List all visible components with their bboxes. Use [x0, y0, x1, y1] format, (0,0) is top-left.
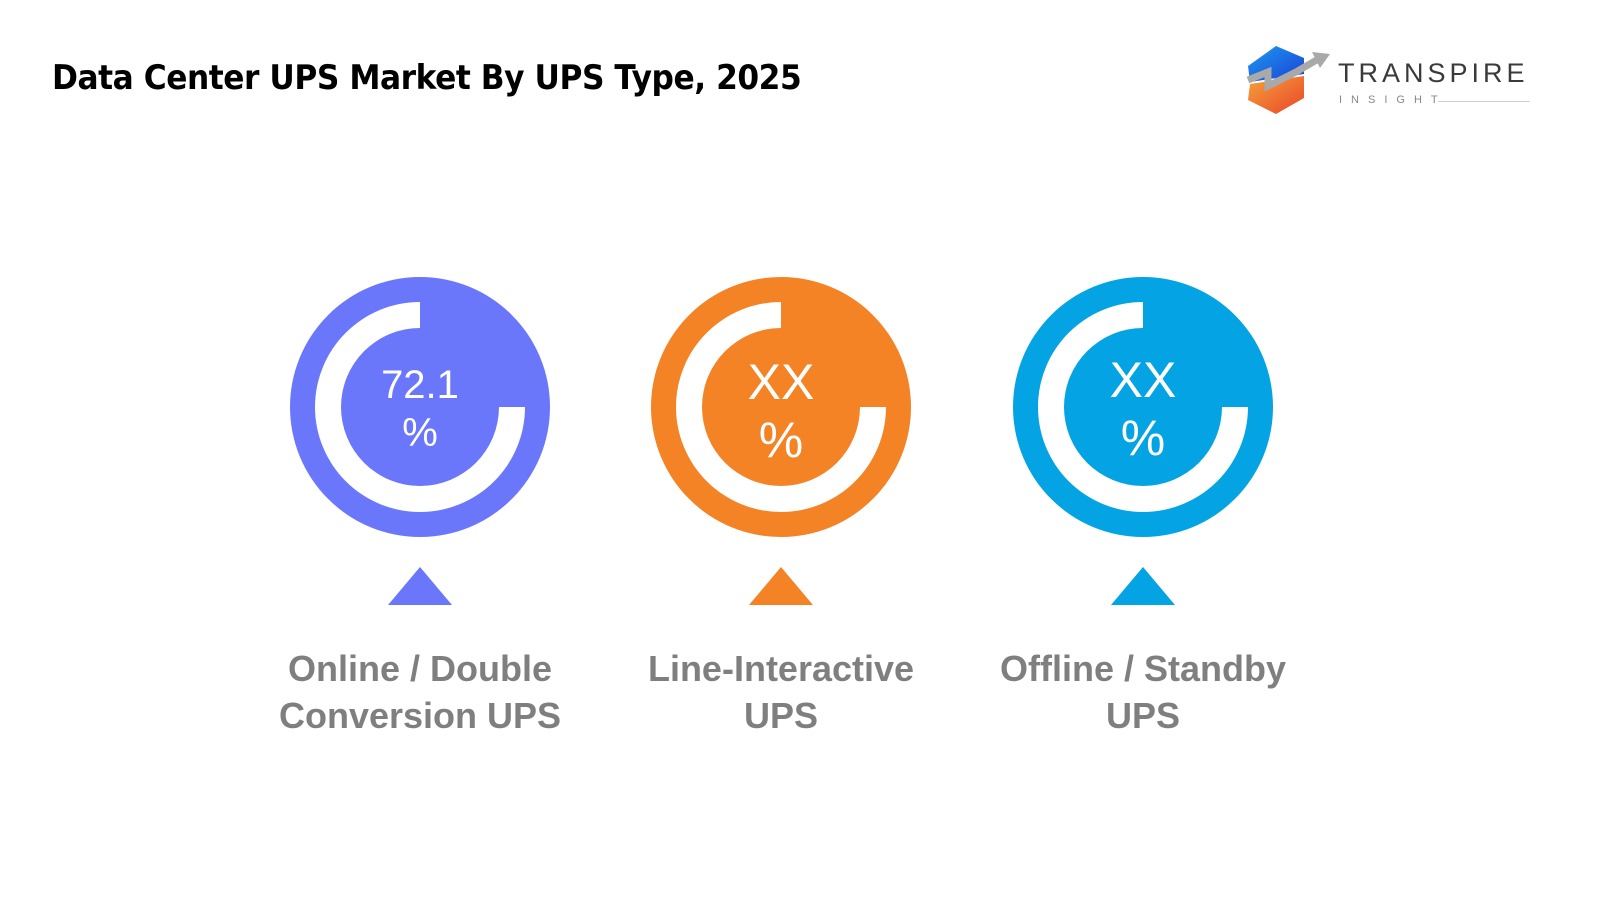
logo-wordmark: TRANSPIRE [1338, 58, 1529, 88]
triangle-marker-icon [749, 567, 813, 605]
label-line: Conversion UPS [278, 695, 562, 736]
donut-chart-icon [290, 277, 550, 537]
transpire-logo: TRANSPIRE INSIGHT [1246, 44, 1536, 116]
page-title: Data Center UPS Market By UPS Type, 2025 [52, 58, 802, 98]
value-percent: % [758, 412, 804, 468]
segment-label: Offline / Standby UPS [943, 645, 1343, 739]
value-percent: % [1120, 410, 1166, 466]
hexagon-arrow-logo-icon [1246, 46, 1330, 114]
label-line: Line-Interactive [647, 648, 915, 689]
triangle-marker-icon [1111, 567, 1175, 605]
segment-label: Online / Double Conversion UPS [220, 645, 620, 739]
label-line: Offline / Standby [999, 648, 1286, 689]
segment-label: Line-Interactive UPS [581, 645, 981, 739]
logo-tagline: INSIGHT [1339, 94, 1447, 106]
label-line: UPS [1105, 695, 1181, 736]
value-number: 72.1 [381, 363, 459, 407]
donut-chart-icon [1013, 277, 1273, 537]
triangle-marker-icon [388, 567, 452, 605]
logo-divider [1438, 101, 1530, 102]
value-number: XX [747, 354, 815, 410]
label-line: UPS [743, 695, 819, 736]
label-line: Online / Double [287, 648, 552, 689]
donut-chart-icon [651, 277, 911, 537]
value-percent: % [402, 411, 438, 455]
value-number: XX [1109, 352, 1177, 408]
